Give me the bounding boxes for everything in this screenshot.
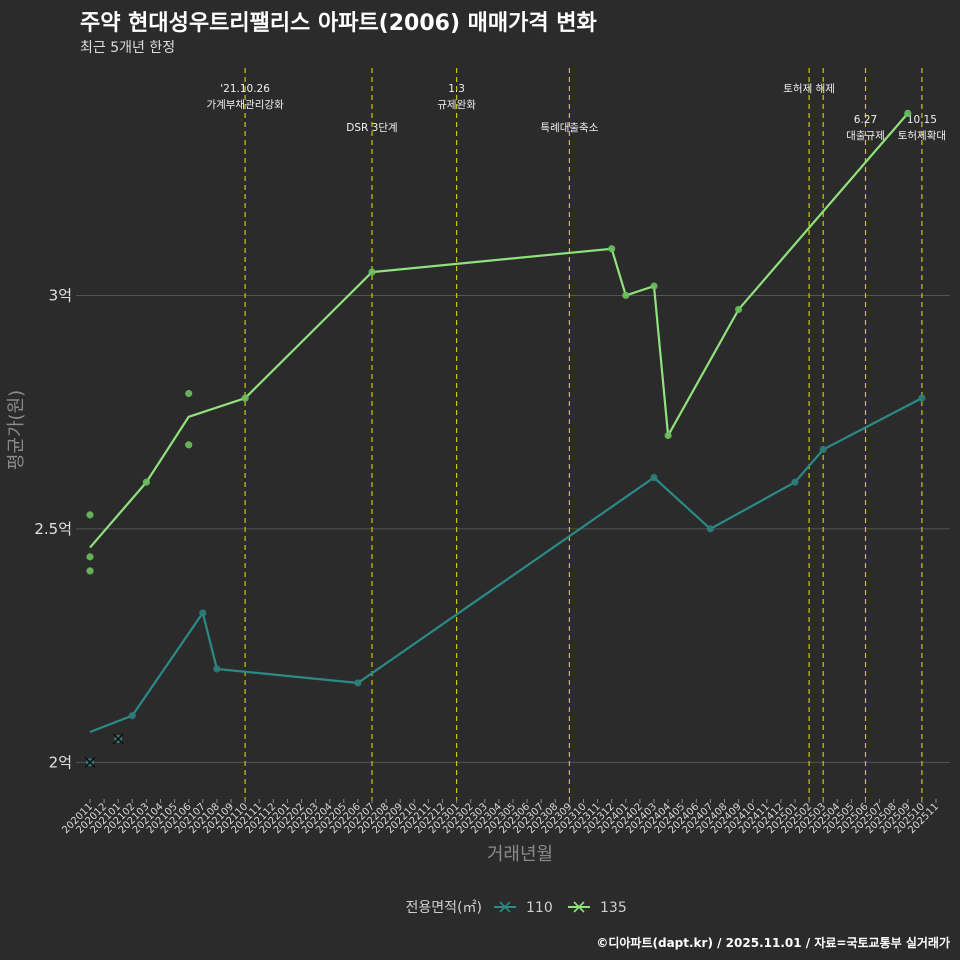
event-label: 특례대출축소 xyxy=(540,122,598,134)
data-point-110 xyxy=(128,712,136,720)
data-point-110 xyxy=(918,394,926,402)
data-point-110 xyxy=(706,525,715,533)
data-point-110 xyxy=(650,473,658,482)
data-point-135 xyxy=(608,245,616,253)
event-label: 규제완화 xyxy=(437,98,476,111)
event-label: '21.10.26 xyxy=(220,83,270,95)
event-label: 대출규제 xyxy=(846,130,885,142)
series-line-110 xyxy=(89,397,923,733)
data-point-135 xyxy=(368,268,376,276)
event-label: 6.27 xyxy=(854,114,877,126)
data-point-110 xyxy=(213,665,221,673)
x-axis-ticks: 2020112020122021012021022021032021042021… xyxy=(60,799,941,836)
y-axis-title: 평균가(원) xyxy=(6,390,27,470)
event-label: 가계부채관리강화 xyxy=(206,99,284,111)
x-marker-110 xyxy=(112,733,124,745)
event-label: 1.3 xyxy=(448,83,465,95)
chart-title: 주약 현대성우트리팰리스 아파트(2006) 매매가격 변화 xyxy=(80,11,597,36)
legend-key-cross-135 xyxy=(573,901,585,913)
grid-lines xyxy=(76,294,950,763)
legend-key-cross-110 xyxy=(499,901,511,913)
data-point-110 xyxy=(354,679,362,687)
data-point-135 xyxy=(86,567,94,575)
legend-title: 전용면적(㎡) xyxy=(406,900,482,916)
data-point-135 xyxy=(142,478,150,486)
y-axis-ticks: 2억 2.5억 3억 xyxy=(34,286,72,771)
data-point-110 xyxy=(791,478,799,486)
x-marker-110 xyxy=(84,756,96,768)
data-point-110 xyxy=(819,445,827,454)
data-point-110 xyxy=(199,609,207,617)
data-point-135 xyxy=(185,389,193,398)
data-point-135 xyxy=(904,109,912,117)
footer-source: ©디아파트(dapt.kr) / 2025.11.01 / 자료=국토교통부 실… xyxy=(596,935,950,950)
legend: 전용면적(㎡) 110 135 xyxy=(406,900,627,916)
event-label: 토허제 해제 xyxy=(783,82,835,95)
data-point-135 xyxy=(185,441,193,449)
data-point-135 xyxy=(86,511,94,519)
event-label: 토허제확대 xyxy=(898,129,946,142)
legend-label-135: 135 xyxy=(600,900,627,916)
event-label: 10.15 xyxy=(907,114,937,126)
series-layer xyxy=(84,109,926,768)
data-point-135 xyxy=(650,282,658,290)
data-point-135 xyxy=(622,291,630,300)
data-point-135 xyxy=(664,431,672,440)
data-point-135 xyxy=(241,394,249,402)
data-point-135 xyxy=(86,553,94,561)
y-tick-label: 2.5억 xyxy=(34,520,72,538)
data-point-135 xyxy=(735,305,743,314)
event-label: DSR 3단계 xyxy=(346,122,397,134)
x-axis-title: 거래년월 xyxy=(487,844,553,865)
y-tick-label: 2억 xyxy=(49,753,72,771)
legend-label-110: 110 xyxy=(526,900,553,916)
chart-subtitle: 최근 5개년 한정 xyxy=(80,40,175,56)
y-tick-label: 3억 xyxy=(49,286,72,304)
